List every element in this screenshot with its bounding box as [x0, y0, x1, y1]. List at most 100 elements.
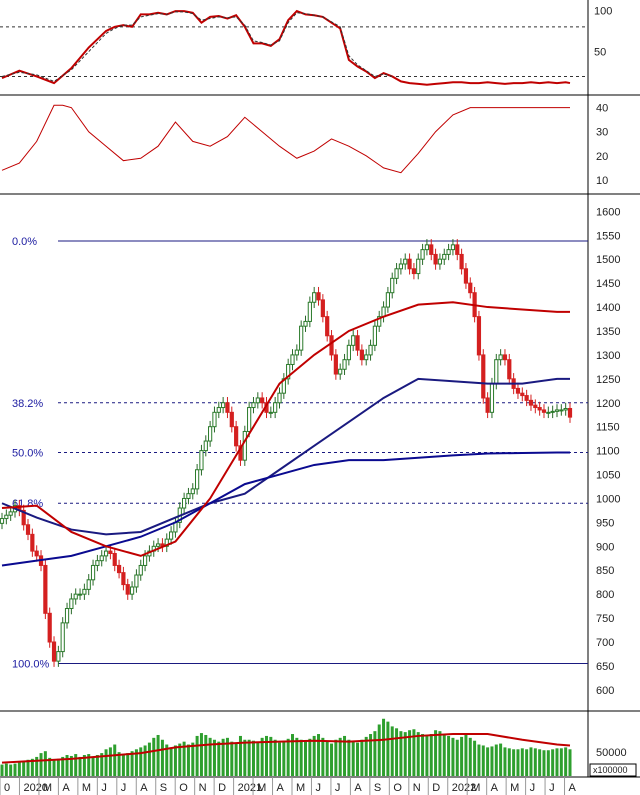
candle-body: [30, 533, 35, 552]
price-tick-1350: 1350: [596, 326, 620, 338]
volume-bar: [247, 739, 251, 776]
volume-bar: [451, 737, 455, 776]
price-tick-1050: 1050: [596, 470, 620, 482]
volume-bar: [490, 746, 494, 776]
moving-averages: [1, 301, 570, 567]
volume-bar: [169, 747, 173, 776]
volume-bar: [334, 739, 338, 776]
candle-body: [155, 543, 161, 547]
month-label: A: [277, 782, 285, 794]
candle-body: [121, 572, 126, 586]
volume-panel: 50000 x100000: [0, 718, 637, 777]
volume-bar: [108, 747, 112, 776]
candle-body: [64, 608, 70, 624]
volume-bar: [377, 724, 381, 776]
candle-body: [251, 402, 256, 409]
volume-bar: [160, 739, 164, 776]
candlesticks: [0, 239, 573, 667]
volume-bar: [39, 753, 43, 776]
candle-body: [234, 426, 239, 447]
candle-body: [51, 641, 57, 662]
volume-bar: [126, 753, 130, 776]
volume-bar: [447, 735, 451, 776]
month-label: 2020: [23, 782, 47, 794]
volume-moving-average: [1, 733, 571, 764]
volume-bar: [564, 747, 568, 776]
month-label: J: [530, 782, 536, 794]
candle-body: [77, 593, 83, 596]
volume-bar: [130, 751, 134, 776]
volume-bar: [173, 745, 177, 776]
volume-bar: [538, 749, 542, 776]
volume-bar: [542, 750, 546, 776]
volume-bar: [65, 755, 69, 776]
volume-bar: [48, 757, 52, 776]
month-label: J: [335, 782, 341, 794]
candle-body: [277, 392, 282, 404]
volume-bar: [525, 749, 529, 776]
volume-bar: [9, 764, 13, 776]
month-label: M: [43, 782, 52, 794]
adx-tick-10: 10: [596, 175, 608, 187]
candle-body: [446, 249, 451, 255]
volume-bar: [356, 742, 360, 776]
candle-body: [142, 555, 148, 566]
candle-body: [260, 397, 265, 404]
volume-bar: [78, 756, 82, 776]
month-label: J: [315, 782, 321, 794]
price-tick-800: 800: [596, 589, 614, 601]
candle-body: [533, 404, 538, 409]
volume-bar: [95, 755, 99, 776]
volume-bar: [299, 739, 303, 776]
candle-body: [524, 395, 529, 401]
candle-body: [355, 335, 360, 351]
volume-bar: [260, 737, 264, 776]
volume-bar: [304, 741, 308, 776]
volume-bar: [464, 734, 468, 776]
volume-bar: [238, 735, 242, 776]
volume-bar: [382, 718, 386, 776]
month-label: M: [471, 782, 480, 794]
volume-bar: [35, 756, 39, 776]
candle-body: [138, 564, 143, 576]
month-label: J: [549, 782, 555, 794]
candle-body: [69, 598, 74, 610]
adx-tick-30: 30: [596, 127, 608, 139]
candle-body: [182, 497, 187, 509]
candle-body: [203, 440, 208, 452]
volume-bar: [234, 742, 238, 776]
candle-body: [90, 564, 96, 581]
candle-body: [494, 359, 499, 385]
price-tick-900: 900: [596, 541, 614, 553]
volume-bar: [69, 755, 73, 776]
price-tick-1450: 1450: [596, 278, 620, 290]
candle-body: [559, 409, 564, 412]
volume-bar: [277, 742, 281, 776]
volume-bar: [330, 743, 334, 776]
volume-bar: [395, 728, 399, 776]
volume-bar: [22, 760, 26, 776]
candle-body: [168, 531, 174, 540]
candle-body: [450, 244, 456, 251]
candle-body: [481, 354, 486, 399]
volume-bar: [455, 739, 459, 776]
volume-bar: [191, 742, 195, 776]
candle-body: [485, 397, 490, 413]
candle-body: [25, 524, 31, 535]
adx-tick-40: 40: [596, 103, 608, 115]
volume-bar: [312, 735, 316, 776]
candle-body: [268, 411, 273, 414]
adx-panel: 40 30 20 10: [1, 103, 608, 187]
month-label: M: [257, 782, 266, 794]
fib-label-100-0: 100.0%: [12, 659, 50, 671]
candle-body: [416, 258, 421, 275]
moving-average-line: [1, 451, 570, 567]
volume-bar: [178, 743, 182, 776]
candle-body: [216, 407, 221, 413]
stoch-tick-100: 100: [594, 5, 612, 17]
candle-body: [43, 564, 48, 614]
price-tick-700: 700: [596, 637, 614, 649]
volume-unit-label: x100000: [593, 765, 628, 775]
candle-body: [299, 325, 304, 351]
